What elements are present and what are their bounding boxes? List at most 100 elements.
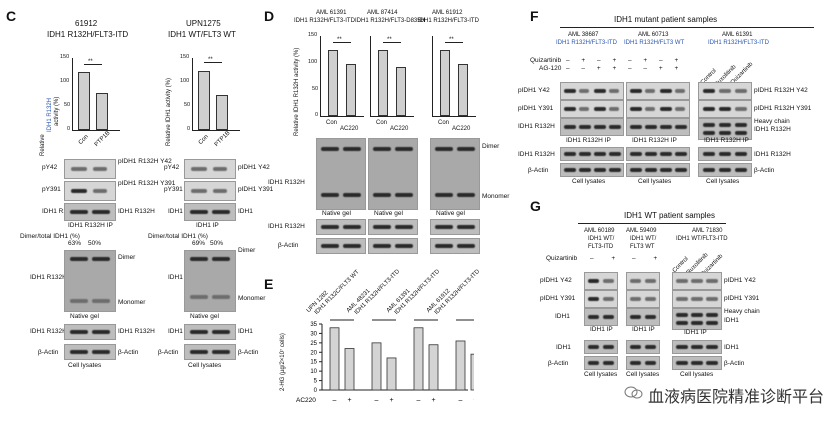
c-right-ytick: 100 [180, 78, 190, 84]
c-left-x-axis [72, 130, 120, 131]
c-right-bar-con [198, 71, 210, 130]
c-left-bar-ptp1b [96, 93, 108, 130]
c-right-monomer-label: Monomer [238, 295, 266, 302]
d-chart3-sig: ** [449, 37, 454, 43]
d-group-id: AML 61912 [432, 10, 463, 16]
f-sample-id: AML 60713 [638, 32, 669, 38]
c-left-right-label: IDH1 R132H [118, 208, 155, 215]
g-sample-id: AML 71830 [692, 228, 723, 234]
c-left-row-label: IDH1 R132H [42, 208, 79, 215]
f-lys-blot [626, 147, 690, 161]
c-left-native-gel-label: Native gel [70, 313, 99, 320]
g-lys-blot [626, 356, 660, 370]
g-blot [626, 290, 660, 308]
panel-label-g: G [530, 198, 541, 214]
c-right-right-label: pIDH1 Y42 [238, 164, 270, 171]
f-treat-label: Quizartinib [530, 57, 562, 64]
c-left-dimer-label: Dimer [118, 254, 136, 261]
d-group-genotype: IDH1 R132H/FLT3-D835H [355, 18, 425, 24]
c-left-right-label: pIDH1 R132H Y42 [118, 158, 172, 165]
f-treat-label: AG-120 [539, 65, 562, 72]
e-ytick-label: 10 [310, 369, 317, 375]
e-chart-svg: 35 30 25 20 15 10 5 0 – + – + – + – + AC220 [296, 319, 474, 404]
f-blot [698, 118, 752, 140]
g-blot [584, 290, 618, 308]
f-lys-label: β-Actin [528, 167, 549, 174]
c-left-ip-label: IDH1 R132H IP [68, 222, 113, 229]
f-right-label: pIDH1 R132H Y42 [754, 87, 808, 94]
c-right-lys-label: β-Actin [158, 349, 179, 356]
panel-label-f: F [530, 8, 539, 24]
e-ytick-label: 35 [310, 322, 317, 328]
d-chart1-xlabel: AC220 [340, 126, 359, 132]
g-title-rule [578, 223, 726, 224]
c-left-native-gel [64, 250, 116, 312]
f-lys-label: IDH1 R132H [518, 151, 555, 158]
d-chart3-sig-bracket [445, 42, 463, 43]
c-right-ytick: 0 [187, 126, 191, 132]
e-ytick-label: 30 [310, 331, 317, 337]
g-row-label: IDH1 [555, 313, 570, 320]
c-left-pct: 63% [68, 240, 82, 247]
g-right-label: Heavy chain [724, 308, 760, 315]
f-ip-label: IDH1 R132H IP [632, 137, 677, 144]
f-treat-signs: – + – + [566, 57, 622, 64]
g-treat-signs: – + [632, 255, 666, 262]
c-right-dimer-ratio-label: Dimer/total IDH1 (%) [148, 233, 208, 240]
c-left-bar-con [78, 72, 90, 130]
g-ip-label: IDH1 IP [684, 329, 707, 336]
c-right-native-gel-label: Native gel [190, 313, 219, 320]
panel-label-d: D [264, 8, 275, 24]
c-left-blot-py42 [64, 159, 116, 179]
c-left-ylabel-1: Relative [40, 134, 46, 156]
d-group-genotype: IDH1 R132H/FLT3-ITD [418, 18, 479, 24]
c-right-genotype: IDH1 WT/FLT3 WT [168, 30, 236, 39]
g-lys-right: IDH1 [724, 344, 739, 351]
d-chart3-xlabel: Con [438, 120, 450, 126]
g-lys-blot [672, 340, 722, 354]
d-group-genotype: IDH1 R132H/FLT3-ITD [294, 18, 355, 24]
g-lys-blot [584, 340, 618, 354]
c-left-ytick: 150 [60, 54, 70, 60]
d-native-gel-2 [368, 138, 418, 210]
f-blot [560, 82, 624, 100]
g-lys-blot [672, 356, 722, 370]
e-bar [455, 340, 466, 391]
f-blot [626, 100, 690, 118]
c-left-pct: 50% [88, 240, 102, 247]
e-bar [386, 357, 397, 391]
c-left-lys-label: IDH1 R132H [30, 328, 67, 335]
d-chart2-xlabel: Con [376, 120, 388, 126]
f-blot [560, 100, 624, 118]
d-lys-blot [368, 219, 418, 235]
d-ytick: 50 [312, 86, 319, 92]
d-chart1-y-axis [320, 36, 321, 116]
d-chart3-xlabel: AC220 [452, 126, 471, 132]
g-sample-l2: IDH1 WT/ [588, 236, 615, 242]
g-blot [626, 308, 660, 326]
f-lys-right: β-Actin [754, 167, 775, 174]
g-blot [672, 272, 722, 290]
g-treat-signs: – + [590, 255, 624, 262]
f-blot [626, 118, 690, 136]
f-row-label: pIDH1 Y391 [518, 105, 554, 112]
e-treatment-label: AC220 [296, 397, 316, 404]
d-chart1-bar-con [328, 50, 338, 116]
f-right-label: Heavy chain [754, 118, 790, 125]
g-right-label: IDH1 [724, 317, 739, 324]
c-right-xlabel: Con [197, 133, 210, 146]
d-lys-blot [316, 219, 366, 235]
g-sample-l2: IDH1 WT/FLT3-ITD [676, 236, 728, 242]
g-lysates-label: Cell lysates [626, 371, 660, 378]
c-left-row-label: pY391 [42, 186, 61, 193]
d-native-row-label: IDH1 R132H [268, 179, 305, 186]
c-left-lys-blot-actin [64, 344, 116, 360]
g-treat-label: Quizartinib [546, 255, 578, 262]
c-right-row-label: pY391 [164, 186, 183, 193]
e-bar [329, 327, 340, 391]
e-bar [344, 348, 355, 391]
f-lys-blot [560, 147, 624, 161]
g-ip-label: IDH1 IP [590, 326, 613, 333]
c-left-native-label: IDH1 R132H [30, 274, 67, 281]
c-left-blot-py391 [64, 181, 116, 201]
